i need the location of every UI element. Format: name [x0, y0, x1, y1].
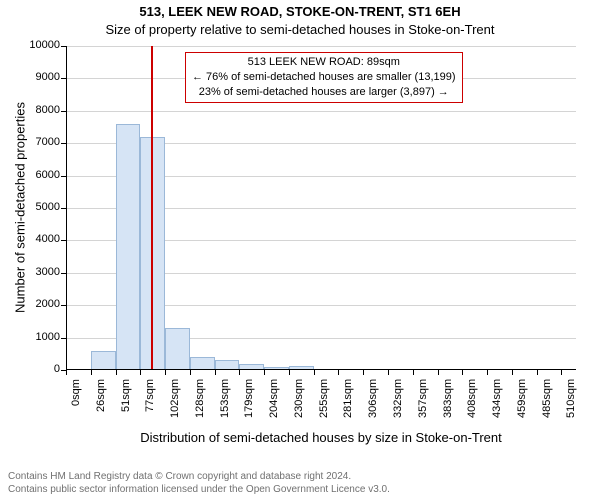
xtick-mark [215, 370, 216, 375]
xtick-mark [388, 370, 389, 375]
xtick-mark [413, 370, 414, 375]
xtick-mark [289, 370, 290, 375]
xtick-mark [264, 370, 265, 375]
xtick-label: 383sqm [442, 379, 454, 418]
xtick-mark [140, 370, 141, 375]
xtick-label: 434sqm [491, 379, 503, 418]
ytick-mark [61, 46, 66, 47]
xtick-mark [66, 370, 67, 375]
xtick-label: 230sqm [293, 379, 305, 418]
ytick-mark [61, 143, 66, 144]
ytick-mark [61, 305, 66, 306]
xtick-label: 332sqm [392, 379, 404, 418]
xtick-label: 153sqm [219, 379, 231, 418]
xtick-label: 357sqm [417, 379, 429, 418]
xtick-label: 204sqm [268, 379, 280, 418]
property-size-marker [151, 46, 153, 370]
xtick-label: 281sqm [342, 379, 354, 418]
xtick-label: 26sqm [95, 379, 107, 412]
callout-line: 513 LEEK NEW ROAD: 89sqm [192, 55, 456, 70]
ytick-mark [61, 176, 66, 177]
xtick-mark [338, 370, 339, 375]
xtick-label: 77sqm [144, 379, 156, 412]
callout-box: 513 LEEK NEW ROAD: 89sqm← 76% of semi-de… [185, 52, 463, 103]
xtick-label: 408sqm [466, 379, 478, 418]
ytick-mark [61, 208, 66, 209]
xtick-label: 255sqm [318, 379, 330, 418]
xtick-mark [363, 370, 364, 375]
grid-line-y [66, 46, 576, 47]
chart: 513 LEEK NEW ROAD: 89sqm← 76% of semi-de… [0, 0, 600, 500]
ytick-mark [61, 111, 66, 112]
xtick-mark [438, 370, 439, 375]
xtick-label: 459sqm [516, 379, 528, 418]
xtick-label: 102sqm [169, 379, 181, 418]
ytick-mark [61, 78, 66, 79]
xtick-mark [462, 370, 463, 375]
ytick-mark [61, 240, 66, 241]
histogram-bar [91, 351, 116, 370]
plot-area: 513 LEEK NEW ROAD: 89sqm← 76% of semi-de… [66, 46, 576, 370]
histogram-bar [116, 124, 141, 370]
xtick-mark [239, 370, 240, 375]
grid-line-y [66, 111, 576, 112]
xtick-mark [91, 370, 92, 375]
xtick-label: 0sqm [70, 379, 82, 406]
x-axis-line [66, 369, 576, 370]
xtick-mark [561, 370, 562, 375]
footer-line2: Contains public sector information licen… [8, 484, 592, 497]
ytick-mark [61, 273, 66, 274]
footer-line1: Contains HM Land Registry data © Crown c… [8, 471, 592, 484]
xtick-label: 179sqm [243, 379, 255, 418]
xtick-mark [116, 370, 117, 375]
xtick-label: 510sqm [565, 379, 577, 418]
ytick-mark [61, 338, 66, 339]
y-axis-line [66, 46, 67, 370]
xtick-mark [512, 370, 513, 375]
xtick-mark [314, 370, 315, 375]
xtick-mark [537, 370, 538, 375]
footer: Contains HM Land Registry data © Crown c… [8, 471, 592, 496]
xtick-label: 128sqm [194, 379, 206, 418]
x-axis-label: Distribution of semi-detached houses by … [66, 430, 576, 445]
callout-line: ← 76% of semi-detached houses are smalle… [192, 70, 456, 85]
callout-line: 23% of semi-detached houses are larger (… [192, 85, 456, 100]
xtick-mark [165, 370, 166, 375]
xtick-label: 485sqm [541, 379, 553, 418]
xtick-mark [190, 370, 191, 375]
y-axis-label: Number of semi-detached properties [13, 46, 28, 370]
histogram-bar [165, 328, 190, 370]
xtick-label: 51sqm [120, 379, 132, 412]
xtick-mark [487, 370, 488, 375]
xtick-label: 306sqm [367, 379, 379, 418]
